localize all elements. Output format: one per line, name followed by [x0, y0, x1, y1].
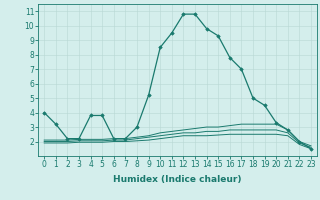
X-axis label: Humidex (Indice chaleur): Humidex (Indice chaleur): [113, 175, 242, 184]
